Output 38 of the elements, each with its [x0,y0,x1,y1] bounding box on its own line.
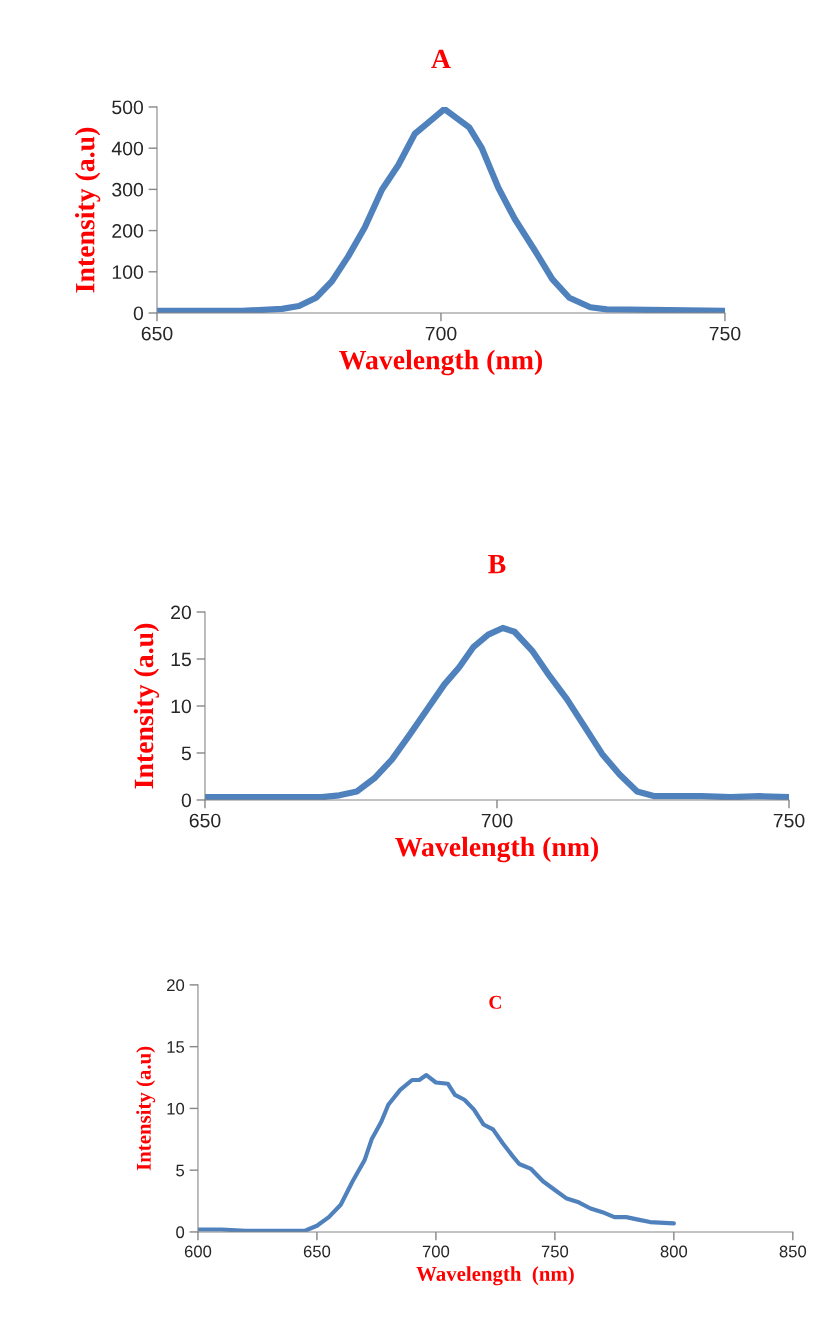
y-tick-label: 10 [167,1102,185,1115]
x-tick-label: 750 [709,326,741,341]
y-tick-label: 500 [112,100,144,115]
y-axis-title: Intensity (a.u) [136,1046,156,1171]
x-tick-label: 700 [425,326,457,341]
y-tick-label: 15 [167,1041,185,1053]
x-tick-label: 750 [541,1245,569,1258]
y-tick-label: 20 [167,979,185,992]
line-series [197,1072,676,1232]
y-tick-label: 10 [171,699,192,714]
y-tick-label: 20 [171,605,192,620]
x-tick-label: 600 [184,1245,212,1258]
y-tick-label: 300 [112,182,144,197]
x-tick-label: 700 [481,813,513,828]
y-tick-label: 0 [176,1226,185,1239]
chart-title: A [431,49,451,69]
y-tick-label: 5 [176,1164,185,1177]
y-tick-label: 5 [181,746,191,761]
y-tick-label: 0 [181,793,192,808]
x-tick-label: 750 [773,813,805,828]
x-tick-label: 800 [660,1245,688,1258]
chart-title: C [489,995,501,1009]
y-tick-label: 100 [112,265,144,280]
x-tick-label: 700 [422,1245,450,1258]
y-tick-label: 15 [171,652,191,667]
x-axis-title: Wavelength (nm) [416,1266,574,1286]
y-axis-title: Intensity (a.u) [74,127,101,293]
chart-title: B [488,554,506,574]
x-axis-title: Wavelength (nm) [339,349,542,376]
y-tick-label: 400 [111,141,144,156]
y-tick-label: 200 [112,224,144,238]
x-tick-label: 650 [141,326,173,341]
x-tick-label: 850 [779,1245,807,1258]
x-tick-label: 650 [303,1245,331,1258]
y-axis-title: Intensity (a.u) [133,623,160,789]
x-tick-label: 650 [189,813,221,828]
y-tick-label: 0 [133,306,144,321]
x-axis-title: Wavelength (nm) [395,836,598,863]
